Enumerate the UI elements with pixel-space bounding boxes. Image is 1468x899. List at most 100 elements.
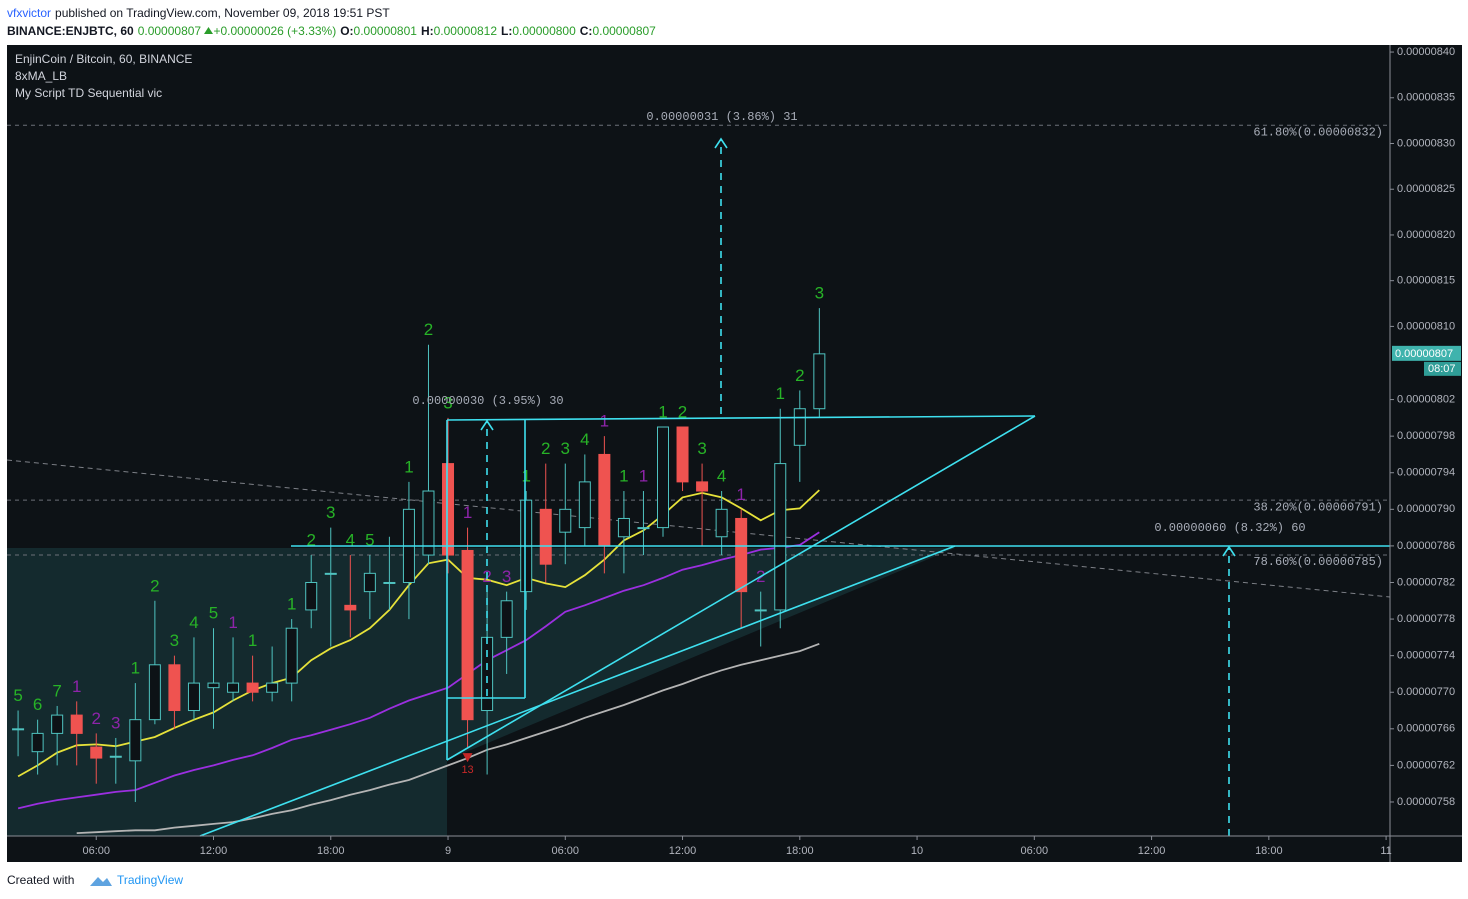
candle-body [90,746,103,759]
x-tick-label: 18:00 [317,845,345,857]
td-count: 3 [561,439,570,458]
candle-body [305,581,318,611]
td-count: 4 [189,613,198,632]
ohlc-value: 0.00000801 [353,24,417,38]
td-signal-label: 13 [461,764,473,776]
ohlc-label: L: [501,24,513,38]
y-tick-label: 0.00000762 [1397,759,1455,771]
moving-average [17,531,820,810]
fib-label: 61.80%(0.00000832) [1253,125,1383,139]
x-tick-label: 18:00 [786,845,814,857]
candle-body [246,682,259,693]
candle-body [422,490,435,556]
candle-body [129,719,142,762]
x-tick-label: 18:00 [1255,845,1283,857]
candle-body [148,664,161,721]
candle-body [266,682,279,693]
td-count: 2 [678,402,687,421]
candle-body [285,627,298,684]
header-line: vfxvictor published on TradingView.com, N… [7,4,656,22]
footer-brand[interactable]: TradingView [117,873,183,887]
td-count: 3 [326,503,335,522]
candle-body [793,408,806,446]
y-tick-label: 0.00000815 [1397,275,1455,287]
up-arrow [204,27,214,34]
moving-average [76,642,820,834]
candle-body [31,732,44,753]
candle-body [754,609,767,612]
td-count: 2 [424,320,433,339]
td-signal-marker [462,753,473,763]
trend-line [446,415,1036,761]
y-tick-label: 0.00000782 [1397,576,1455,588]
arrow-head [714,137,728,149]
x-tick-label: 12:00 [200,845,228,857]
candle-body [324,572,337,575]
published: published on TradingView.com, November 0… [55,6,390,20]
countdown-box [1424,361,1461,376]
td-count: 1 [658,402,667,421]
countdown-label: 08:07 [1428,363,1456,375]
x-tick-label: 06:00 [552,845,580,857]
y-tick-label: 0.00000766 [1397,723,1455,735]
candle-body [187,682,200,712]
y-tick-label: 0.00000798 [1397,430,1455,442]
td-count: 1 [600,412,609,431]
shaded-zone [7,548,955,836]
candle-body [656,426,669,529]
td-count: 1 [131,659,140,678]
candle-body [735,517,748,593]
td-count: 2 [306,531,315,550]
x-tick-label: 12:00 [1138,845,1166,857]
measure-label: 0.00000030 (3.95%) 30 [412,394,563,408]
candle-body [617,517,630,538]
x-tick-label: 9 [445,845,451,857]
ohlc-value: 0.00000800 [512,24,576,38]
td-count: 6 [33,695,42,714]
candle-body [12,728,25,731]
candle-body [598,453,611,547]
candle-body [637,527,650,530]
candle-body [539,508,552,565]
td-count: 4 [346,531,355,550]
y-tick-label: 0.00000778 [1397,613,1455,625]
td-count: 1 [248,631,257,650]
author[interactable]: vfxvictor [7,6,52,20]
candle-body [70,714,83,734]
x-tick-label: 12:00 [669,845,697,857]
candle-body [227,682,240,693]
td-count: 5 [209,604,218,623]
candle-body [383,581,396,584]
candle-body [676,426,689,483]
td-count: 5 [365,531,374,550]
trend-line [199,545,956,837]
y-tick-label: 0.00000835 [1397,92,1455,104]
header: vfxvictor published on TradingView.com, N… [7,4,656,40]
legend-item: My Script TD Sequential vic [15,86,162,100]
y-tick-label: 0.00000820 [1397,229,1455,241]
plot: 61.80%(0.00000832) 38.20%(0.00000791) 78.6… [7,124,1390,834]
ohlc-label: H: [420,24,434,38]
td-count: 1 [463,503,472,522]
legend-title: EnjinCoin / Bitcoin, 60, BINANCE [15,52,192,66]
candle-body [207,682,220,689]
td-count: 3 [111,713,120,732]
td-count: 1 [776,384,785,403]
ohlc-value: 0.00000807 [592,24,656,38]
candle-body [813,353,826,410]
td-count: 4 [580,430,589,449]
ohlc-value: 0.00000812 [433,24,498,38]
td-count: 3 [170,631,179,650]
candle-body [715,508,728,538]
ohlc-label: C: [579,24,593,38]
candle-body [363,572,376,593]
last-price-box [1392,345,1461,361]
ohlc-label: O: [340,24,354,38]
x-tick-label: 06:00 [82,845,110,857]
candle-body [168,664,181,712]
y-tick-label: 0.00000802 [1397,393,1455,405]
td-count: 1 [736,485,745,504]
td-count: 2 [541,439,550,458]
